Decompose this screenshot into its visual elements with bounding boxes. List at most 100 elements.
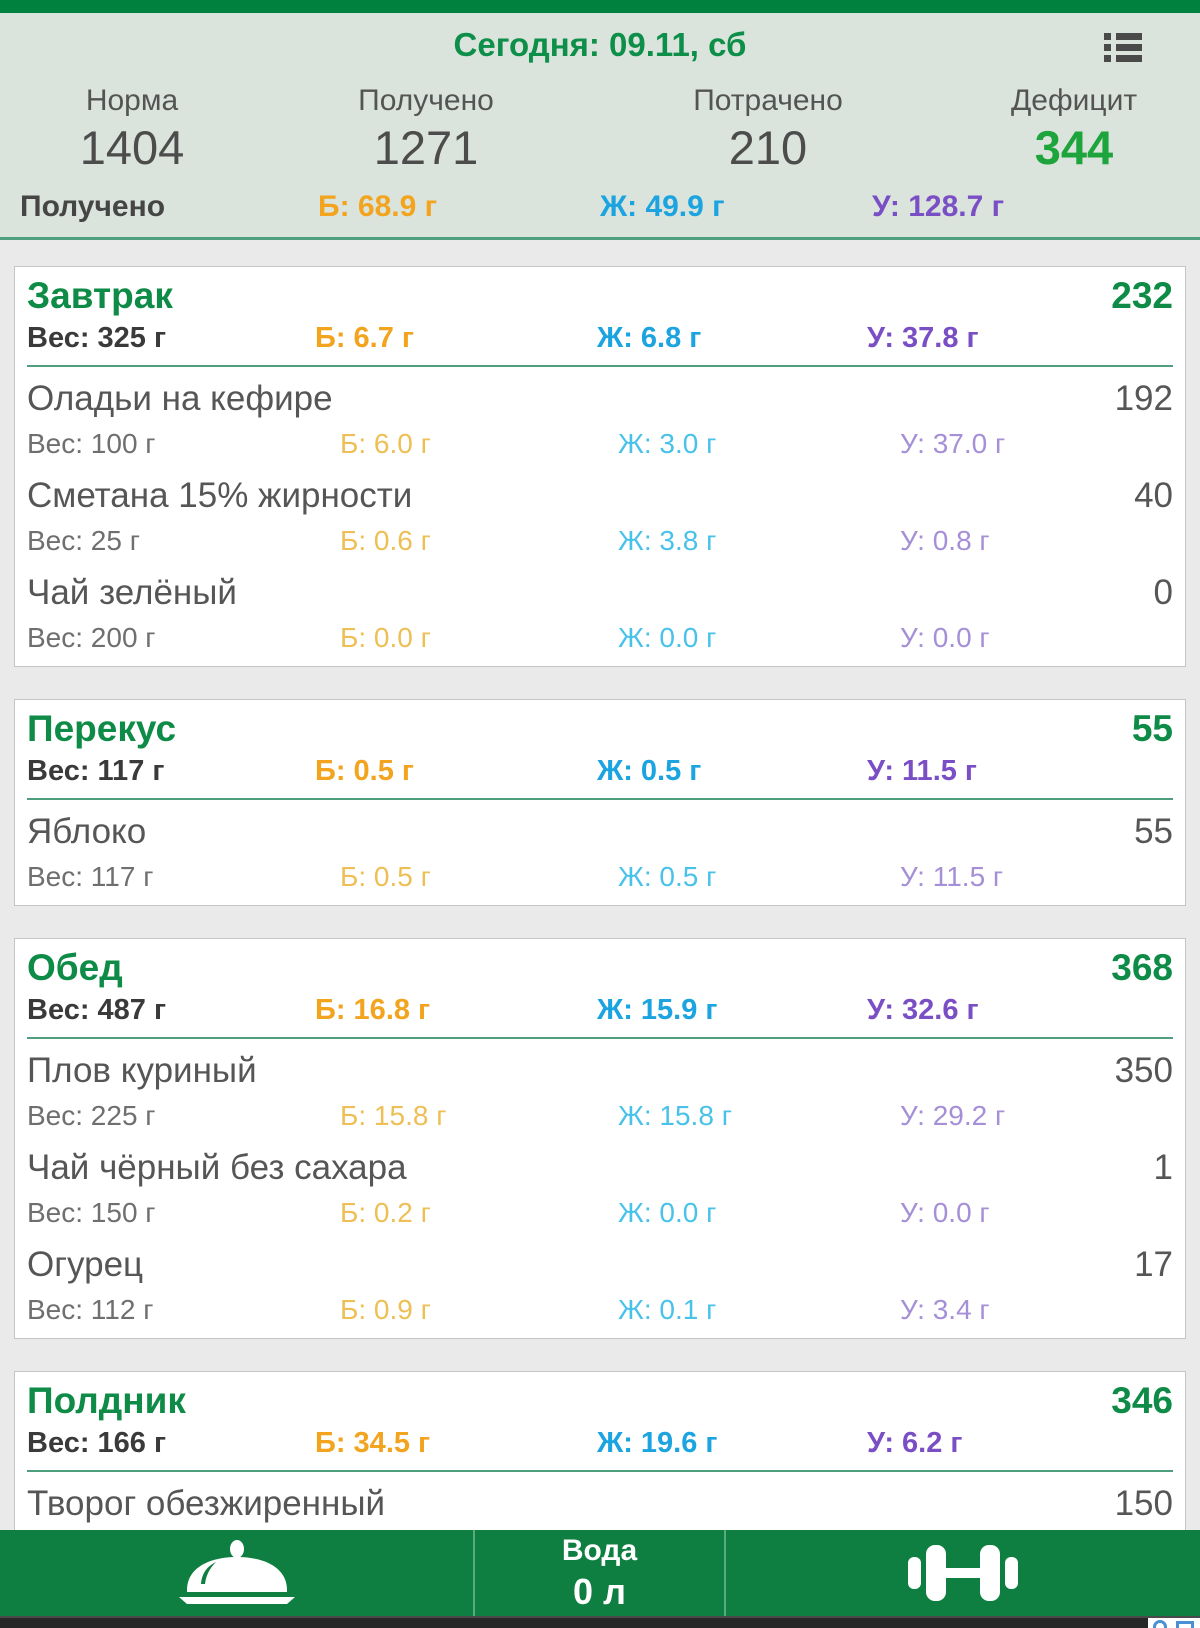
- stat-norm: Норма 1404: [0, 83, 264, 175]
- stat-received: Получено 1271: [264, 83, 588, 175]
- meal-divider: [27, 798, 1173, 800]
- food-item[interactable]: Чай чёрный без сахара 1 Вес: 150 г Б: 0.…: [27, 1136, 1173, 1233]
- food-weight: Вес: 100 г: [27, 428, 156, 459]
- food-fat: Ж: 3.8 г: [618, 525, 717, 556]
- food-protein: Б: 0.0 г: [340, 622, 431, 653]
- meal-calories: 232: [1111, 275, 1173, 316]
- food-carbs: У: 3.4 г: [900, 1294, 990, 1325]
- list-icon[interactable]: [1104, 32, 1144, 65]
- food-item-name-row: Сметана 15% жирности 40: [27, 476, 1173, 516]
- food-item[interactable]: Яблоко 55 Вес: 117 г Б: 0.5 г Ж: 0.5 г У…: [27, 800, 1173, 897]
- food-item-name-row: Огурец 17: [27, 1245, 1173, 1285]
- stat-label: Дефицит: [1010, 84, 1138, 117]
- status-bar: [0, 0, 1200, 13]
- food-item-macros: Вес: 100 г Б: 6.0 г Ж: 3.0 г У: 37.0 г: [27, 429, 1173, 458]
- stat-value: 1271: [373, 121, 479, 174]
- food-weight: Вес: 200 г: [27, 622, 156, 653]
- meal-calories: 346: [1111, 1380, 1173, 1421]
- food-fat: Ж: 15.8 г: [618, 1100, 732, 1131]
- nav-water-button[interactable]: Вода 0 л: [473, 1530, 726, 1616]
- food-name: Чай чёрный без сахара: [27, 1148, 407, 1187]
- food-protein: Б: 0.5 г: [340, 861, 431, 892]
- meals-list: Завтрак 232 Вес: 325 г Б: 6.7 г Ж: 6.8 г…: [0, 240, 1200, 1578]
- stat-label: Норма: [85, 84, 179, 117]
- food-weight: Вес: 25 г: [27, 525, 140, 556]
- food-name: Оладьи на кефире: [27, 379, 333, 418]
- meal-header[interactable]: Перекус 55: [27, 700, 1173, 754]
- dumbbell-icon: [908, 1545, 1018, 1601]
- food-item[interactable]: Плов куриный 350 Вес: 225 г Б: 15.8 г Ж:…: [27, 1039, 1173, 1136]
- meal-divider: [27, 1037, 1173, 1039]
- food-item-macros: Вес: 112 г Б: 0.9 г Ж: 0.1 г У: 3.4 г: [27, 1295, 1173, 1324]
- meal-name: Завтрак: [27, 275, 173, 316]
- meal-protein: Б: 34.5 г: [315, 1427, 431, 1459]
- received-protein: Б: 68.9 г: [318, 190, 438, 223]
- nav-food-button[interactable]: [0, 1530, 473, 1616]
- food-name: Сметана 15% жирности: [27, 476, 413, 515]
- list-icon-row: [1104, 43, 1144, 51]
- food-calories: 17: [1134, 1245, 1173, 1284]
- cloche-icon: [178, 1540, 295, 1604]
- food-fat: Ж: 0.0 г: [618, 1197, 717, 1228]
- received-label: Получено: [20, 190, 166, 223]
- food-name: Плов куриный: [27, 1051, 257, 1090]
- food-carbs: У: 11.5 г: [900, 861, 1004, 892]
- nav-exercise-button[interactable]: [726, 1530, 1200, 1616]
- food-item[interactable]: Сметана 15% жирности 40 Вес: 25 г Б: 0.6…: [27, 464, 1173, 561]
- food-carbs: У: 37.0 г: [900, 428, 1006, 459]
- stat-deficit: Дефицит 344: [948, 83, 1200, 175]
- food-fat: Ж: 0.0 г: [618, 622, 717, 653]
- food-protein: Б: 6.0 г: [340, 428, 431, 459]
- meal-weight: Вес: 487 г: [27, 994, 167, 1026]
- food-carbs: У: 0.0 г: [900, 622, 990, 653]
- food-name: Творог обезжиренный: [27, 1484, 386, 1523]
- food-carbs: У: 0.0 г: [900, 1197, 990, 1228]
- system-navigation-bar: [0, 1616, 1200, 1628]
- food-item-name-row: Плов куриный 350: [27, 1051, 1173, 1091]
- water-value: 0 л: [573, 1571, 626, 1612]
- food-name: Огурец: [27, 1245, 144, 1284]
- food-item[interactable]: Оладьи на кефире 192 Вес: 100 г Б: 6.0 г…: [27, 367, 1173, 464]
- watermark-circle-icon: [1153, 1620, 1167, 1628]
- food-calories: 192: [1114, 379, 1173, 418]
- food-item-macros: Вес: 117 г Б: 0.5 г Ж: 0.5 г У: 11.5 г: [27, 862, 1173, 891]
- meal-card: Перекус 55 Вес: 117 г Б: 0.5 г Ж: 0.5 г …: [14, 699, 1186, 906]
- food-name: Яблоко: [27, 812, 147, 851]
- food-fat: Ж: 0.5 г: [618, 861, 717, 892]
- food-item-macros: Вес: 150 г Б: 0.2 г Ж: 0.0 г У: 0.0 г: [27, 1198, 1173, 1227]
- stat-label: Потрачено: [693, 84, 843, 117]
- meal-protein: Б: 0.5 г: [315, 755, 415, 787]
- food-weight: Вес: 112 г: [27, 1294, 154, 1325]
- watermark-glyph-icon: [1176, 1621, 1194, 1628]
- food-item-name-row: Чай зелёный 0: [27, 573, 1173, 613]
- food-item-name-row: Оладьи на кефире 192: [27, 379, 1173, 419]
- food-name: Чай зелёный: [27, 573, 237, 612]
- food-item-name-row: Чай чёрный без сахара 1: [27, 1148, 1173, 1188]
- received-carbs: У: 128.7 г: [872, 190, 1005, 223]
- header: Сегодня: 09.11, сб Норма 1404 Получено 1…: [0, 13, 1200, 240]
- food-fat: Ж: 3.0 г: [618, 428, 717, 459]
- header-title-row: Сегодня: 09.11, сб: [0, 13, 1200, 77]
- meal-items: Плов куриный 350 Вес: 225 г Б: 15.8 г Ж:…: [27, 1039, 1173, 1330]
- meal-calories: 368: [1111, 947, 1173, 988]
- meal-divider: [27, 1470, 1173, 1472]
- meal-header[interactable]: Обед 368: [27, 939, 1173, 993]
- daily-stats: Норма 1404 Получено 1271 Потрачено 210 Д…: [0, 77, 1200, 175]
- meal-header[interactable]: Завтрак 232: [27, 267, 1173, 321]
- stat-value: 210: [728, 121, 808, 174]
- water-label: Вода: [561, 1534, 638, 1567]
- food-item[interactable]: Чай зелёный 0 Вес: 200 г Б: 0.0 г Ж: 0.0…: [27, 561, 1173, 658]
- stat-value: 1404: [79, 121, 185, 174]
- food-calories: 150: [1114, 1484, 1173, 1523]
- received-fat: Ж: 49.9 г: [600, 190, 725, 223]
- meal-fat: Ж: 0.5 г: [597, 755, 702, 787]
- food-item-macros: Вес: 25 г Б: 0.6 г Ж: 3.8 г У: 0.8 г: [27, 526, 1173, 555]
- meal-carbs: У: 6.2 г: [867, 1427, 963, 1459]
- food-calories: 350: [1114, 1051, 1173, 1090]
- food-item[interactable]: Огурец 17 Вес: 112 г Б: 0.9 г Ж: 0.1 г У…: [27, 1233, 1173, 1330]
- meal-weight: Вес: 166 г: [27, 1427, 167, 1459]
- meal-header[interactable]: Полдник 346: [27, 1372, 1173, 1426]
- overlay-watermark: [1148, 1618, 1200, 1628]
- food-protein: Б: 0.2 г: [340, 1197, 431, 1228]
- meal-card: Завтрак 232 Вес: 325 г Б: 6.7 г Ж: 6.8 г…: [14, 266, 1186, 667]
